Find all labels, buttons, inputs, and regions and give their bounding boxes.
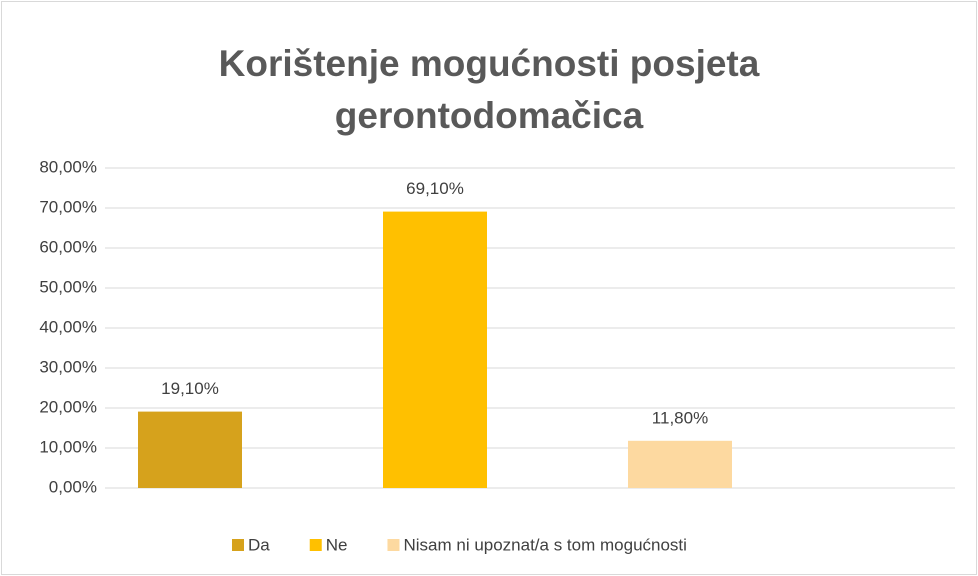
y-tick-label: 50,00% (39, 277, 97, 296)
y-tick-label: 0,00% (49, 477, 97, 496)
legend-swatch (387, 539, 400, 551)
legend-swatch (232, 539, 244, 551)
bar (383, 211, 487, 488)
bar (628, 440, 732, 488)
legend-label: Ne (326, 535, 348, 554)
chart-title: Korištenje mogućnosti posjeta gerontodom… (218, 43, 760, 136)
y-tick-label: 20,00% (39, 397, 97, 416)
bar (138, 411, 242, 488)
data-label: 11,80% (652, 408, 708, 427)
y-tick-label: 40,00% (39, 317, 97, 336)
data-label: 19,10% (161, 379, 219, 398)
data-label: 69,10% (406, 179, 464, 198)
y-tick-label: 30,00% (39, 357, 97, 376)
legend-label: Da (248, 535, 270, 554)
y-tick-label: 70,00% (39, 197, 97, 216)
legend-swatch (309, 539, 322, 551)
y-tick-label: 60,00% (39, 237, 97, 256)
y-tick-label: 80,00% (39, 157, 97, 176)
y-tick-label: 10,00% (39, 437, 97, 456)
legend-label: Nisam ni upoznat/a s tom mogućnosti (403, 535, 686, 554)
